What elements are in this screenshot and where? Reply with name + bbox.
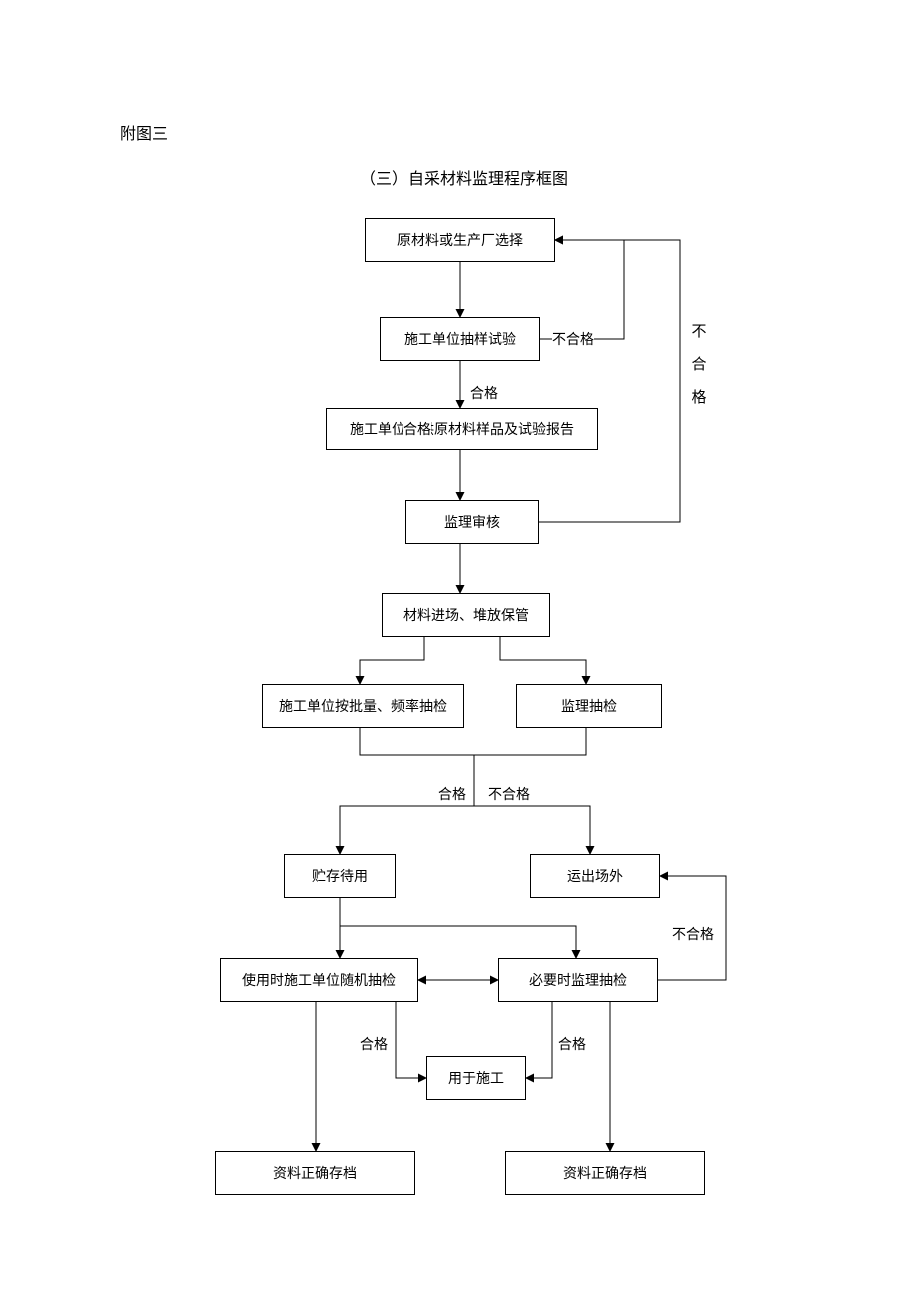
label-vertical-fail: 不合格 [690, 316, 708, 415]
label-pass-left: 合格 [360, 1034, 388, 1054]
node-archive-left: 资料正确存档 [215, 1151, 415, 1195]
node-material-entry: 材料进场、堆放保管 [382, 593, 550, 637]
node-source-select: 原材料或生产厂选择 [365, 218, 555, 262]
node-sample-test: 施工单位抽样试验 [380, 317, 540, 361]
node-archive-right: 资料正确存档 [505, 1151, 705, 1195]
label-fail-right: 不合格 [672, 924, 714, 944]
node-supervisor-review: 监理审核 [405, 500, 539, 544]
label-fail-split: 不合格 [488, 784, 530, 804]
label-pass-mid: 合格 [470, 383, 498, 403]
node-ship-out: 运出场外 [530, 854, 660, 898]
node-provide-sample: 施工单位提供原材料样品及试验报告 [326, 408, 598, 450]
label-fail-top: 不合格 [552, 329, 594, 349]
node-contractor-check: 施工单位按批量、频率抽检 [262, 684, 464, 728]
label-pass-right: 合格 [558, 1034, 586, 1054]
node-store: 贮存待用 [284, 854, 396, 898]
label-pass-split: 合格 [438, 784, 466, 804]
node-use-for-construction: 用于施工 [426, 1056, 526, 1100]
node-need-supv-check: 必要时监理抽检 [498, 958, 658, 1002]
node-use-random-check: 使用时施工单位随机抽检 [220, 958, 418, 1002]
page-label: 附图三 [120, 120, 168, 144]
node-supervisor-check: 监理抽检 [516, 684, 662, 728]
flowchart-edges [0, 0, 920, 1303]
diagram-title: （三）自采材料监理程序框图 [360, 165, 568, 189]
label-pass-overlap: 合格 [403, 419, 431, 439]
